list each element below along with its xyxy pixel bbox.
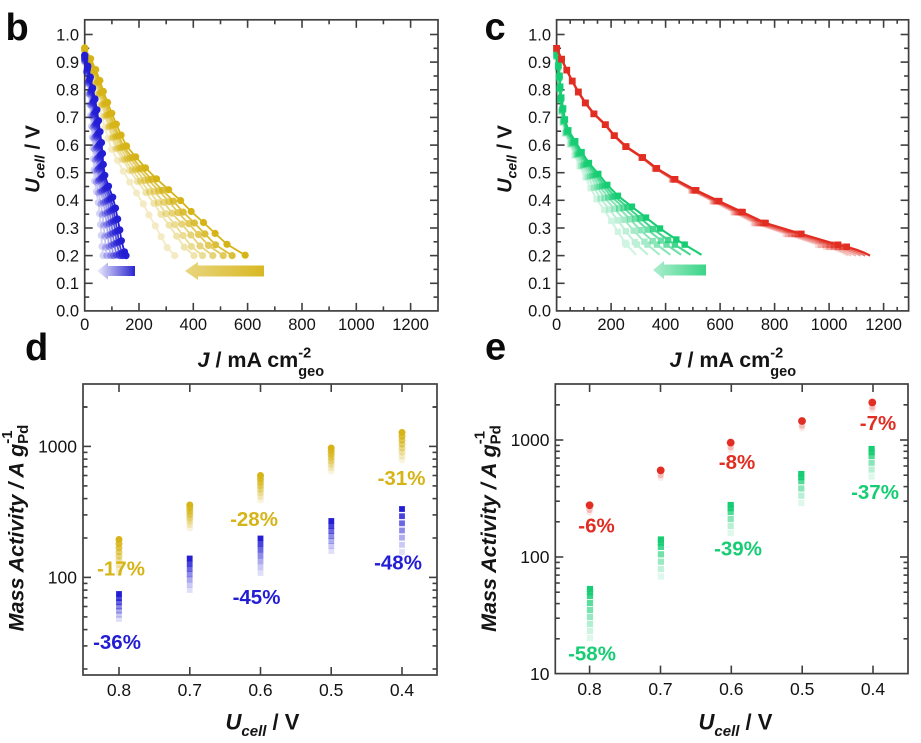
svg-text:Ucell / V: Ucell / V xyxy=(699,710,773,741)
svg-text:200: 200 xyxy=(597,316,625,334)
svg-text:1200: 1200 xyxy=(392,316,429,334)
svg-text:10: 10 xyxy=(530,664,550,684)
svg-text:0.7: 0.7 xyxy=(648,679,672,699)
svg-text:0.1: 0.1 xyxy=(528,275,551,293)
svg-text:0.8: 0.8 xyxy=(528,82,551,100)
svg-text:1000: 1000 xyxy=(811,316,848,334)
svg-text:1000: 1000 xyxy=(338,316,375,334)
svg-text:0.7: 0.7 xyxy=(528,109,551,127)
svg-text:-28%: -28% xyxy=(230,508,278,531)
svg-text:0.7: 0.7 xyxy=(56,109,79,127)
svg-text:100: 100 xyxy=(520,547,549,567)
svg-text:-48%: -48% xyxy=(374,551,422,574)
svg-text:0.4: 0.4 xyxy=(528,192,551,210)
svg-text:-6%: -6% xyxy=(578,514,614,537)
svg-text:0.0: 0.0 xyxy=(528,303,551,321)
svg-text:0.2: 0.2 xyxy=(528,247,551,265)
svg-text:-58%: -58% xyxy=(568,642,616,665)
svg-text:200: 200 xyxy=(125,316,153,334)
svg-text:600: 600 xyxy=(234,316,262,334)
svg-text:0.5: 0.5 xyxy=(528,165,551,183)
svg-text:800: 800 xyxy=(761,316,789,334)
svg-text:Ucell / V: Ucell / V xyxy=(23,124,48,192)
svg-text:800: 800 xyxy=(288,316,316,334)
svg-text:100: 100 xyxy=(48,568,77,588)
svg-text:-39%: -39% xyxy=(714,537,762,560)
svg-text:0.3: 0.3 xyxy=(56,220,79,238)
svg-text:0.2: 0.2 xyxy=(56,247,79,265)
svg-text:0.6: 0.6 xyxy=(528,137,551,155)
svg-text:600: 600 xyxy=(706,316,734,334)
svg-text:b: b xyxy=(6,7,29,49)
svg-text:0.5: 0.5 xyxy=(319,680,343,700)
svg-text:1200: 1200 xyxy=(865,316,902,334)
svg-text:1.0: 1.0 xyxy=(56,26,79,44)
svg-text:0.6: 0.6 xyxy=(719,679,743,699)
svg-text:1000: 1000 xyxy=(511,430,550,450)
svg-text:0.6: 0.6 xyxy=(56,137,79,155)
svg-text:0.4: 0.4 xyxy=(861,679,886,699)
svg-text:-45%: -45% xyxy=(233,586,281,609)
svg-text:0.9: 0.9 xyxy=(528,54,551,72)
svg-text:Mass Activity / A g-1Pd: Mass Activity / A g-1Pd xyxy=(0,425,32,632)
svg-text:-36%: -36% xyxy=(93,631,141,654)
svg-text:-17%: -17% xyxy=(97,558,145,581)
svg-text:0: 0 xyxy=(552,316,561,334)
svg-text:-7%: -7% xyxy=(860,412,896,435)
svg-text:0.0: 0.0 xyxy=(56,303,79,321)
svg-text:400: 400 xyxy=(180,316,208,334)
svg-text:d: d xyxy=(25,327,48,369)
svg-text:0.7: 0.7 xyxy=(178,680,202,700)
svg-text:-31%: -31% xyxy=(378,467,426,490)
svg-text:0.5: 0.5 xyxy=(56,165,79,183)
svg-text:-8%: -8% xyxy=(719,451,755,474)
svg-text:c: c xyxy=(485,7,506,49)
svg-text:0.6: 0.6 xyxy=(248,680,272,700)
svg-text:0.5: 0.5 xyxy=(790,679,814,699)
svg-text:e: e xyxy=(485,327,506,369)
svg-text:0.8: 0.8 xyxy=(107,680,131,700)
svg-text:Ucell / V: Ucell / V xyxy=(226,710,300,741)
svg-text:0.9: 0.9 xyxy=(56,54,79,72)
svg-text:0: 0 xyxy=(80,316,89,334)
svg-text:Mass Activity / A g-1Pd: Mass Activity / A g-1Pd xyxy=(471,425,504,632)
svg-text:Ucell / V: Ucell / V xyxy=(495,124,520,192)
svg-text:0.4: 0.4 xyxy=(390,680,415,700)
svg-text:1.0: 1.0 xyxy=(528,26,551,44)
svg-text:1000: 1000 xyxy=(38,437,77,457)
svg-text:0.4: 0.4 xyxy=(56,192,79,210)
svg-text:400: 400 xyxy=(652,316,680,334)
svg-text:0.3: 0.3 xyxy=(528,220,551,238)
svg-text:0.1: 0.1 xyxy=(56,275,79,293)
svg-text:0.8: 0.8 xyxy=(56,82,79,100)
svg-text:0.8: 0.8 xyxy=(577,679,601,699)
svg-text:-37%: -37% xyxy=(851,481,899,504)
